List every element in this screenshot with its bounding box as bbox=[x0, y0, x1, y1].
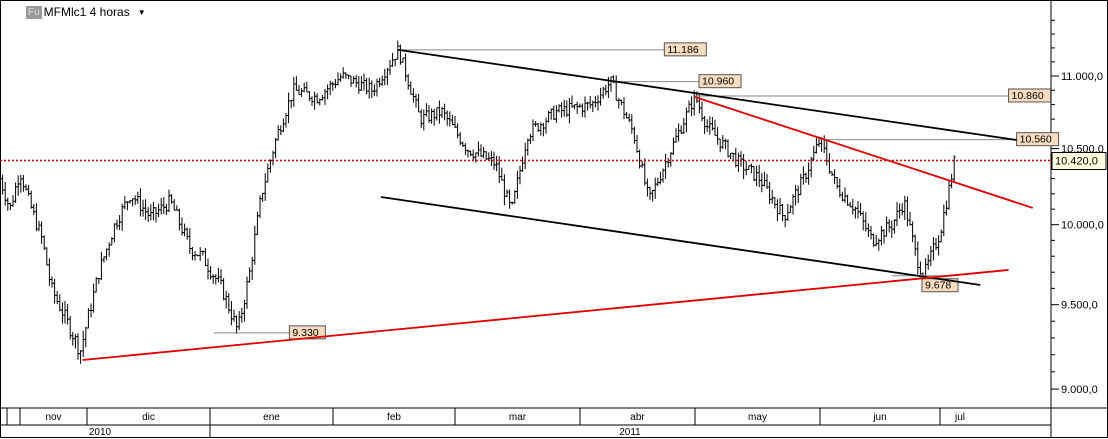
month-label-may: may bbox=[748, 412, 767, 423]
month-label-jul: jul bbox=[954, 412, 965, 423]
level-label-box bbox=[1008, 88, 1052, 103]
red-trendline bbox=[82, 269, 1009, 361]
chart-title: MFMlc1 4 horas bbox=[43, 5, 130, 19]
y-tick-label: 9.500,0 bbox=[1061, 300, 1098, 312]
current-price-box bbox=[1051, 152, 1107, 171]
level-label: 9.330 bbox=[292, 327, 318, 339]
level-label-box bbox=[663, 42, 707, 57]
month-label-dic: dic bbox=[142, 412, 155, 423]
month-label-feb: feb bbox=[387, 412, 401, 423]
current-price-label: 10.420,0 bbox=[1055, 156, 1098, 168]
y-tick-label: 9.000,0 bbox=[1061, 384, 1098, 396]
month-label-ene: ene bbox=[263, 412, 280, 423]
symbol-badge: Fu bbox=[26, 5, 42, 19]
caret-down-icon[interactable]: ▼ bbox=[137, 7, 146, 17]
month-label-mar: mar bbox=[509, 412, 527, 423]
year-label: 2011 bbox=[619, 427, 641, 438]
level-label: 10.960 bbox=[702, 76, 734, 88]
level-label: 11.186 bbox=[667, 44, 698, 56]
level-label: 10.560 bbox=[1020, 134, 1052, 146]
month-label-nov: nov bbox=[45, 412, 61, 423]
chart-title-bar[interactable]: Fu MFMlc1 4 horas ▼ bbox=[26, 5, 146, 19]
red-trendline bbox=[694, 96, 1034, 209]
black-trendline bbox=[380, 196, 981, 286]
month-label-abr: abr bbox=[630, 412, 645, 423]
level-label: 10.860 bbox=[1012, 90, 1044, 102]
y-tick-label: 10.000,0 bbox=[1061, 220, 1104, 232]
level-label: 9.678 bbox=[925, 280, 951, 292]
y-tick-label: 11.000,0 bbox=[1061, 71, 1103, 83]
black-trendline bbox=[398, 48, 1017, 141]
level-label-box bbox=[698, 74, 742, 89]
year-label: 2010 bbox=[89, 427, 112, 438]
month-label-jun: jun bbox=[872, 412, 886, 423]
